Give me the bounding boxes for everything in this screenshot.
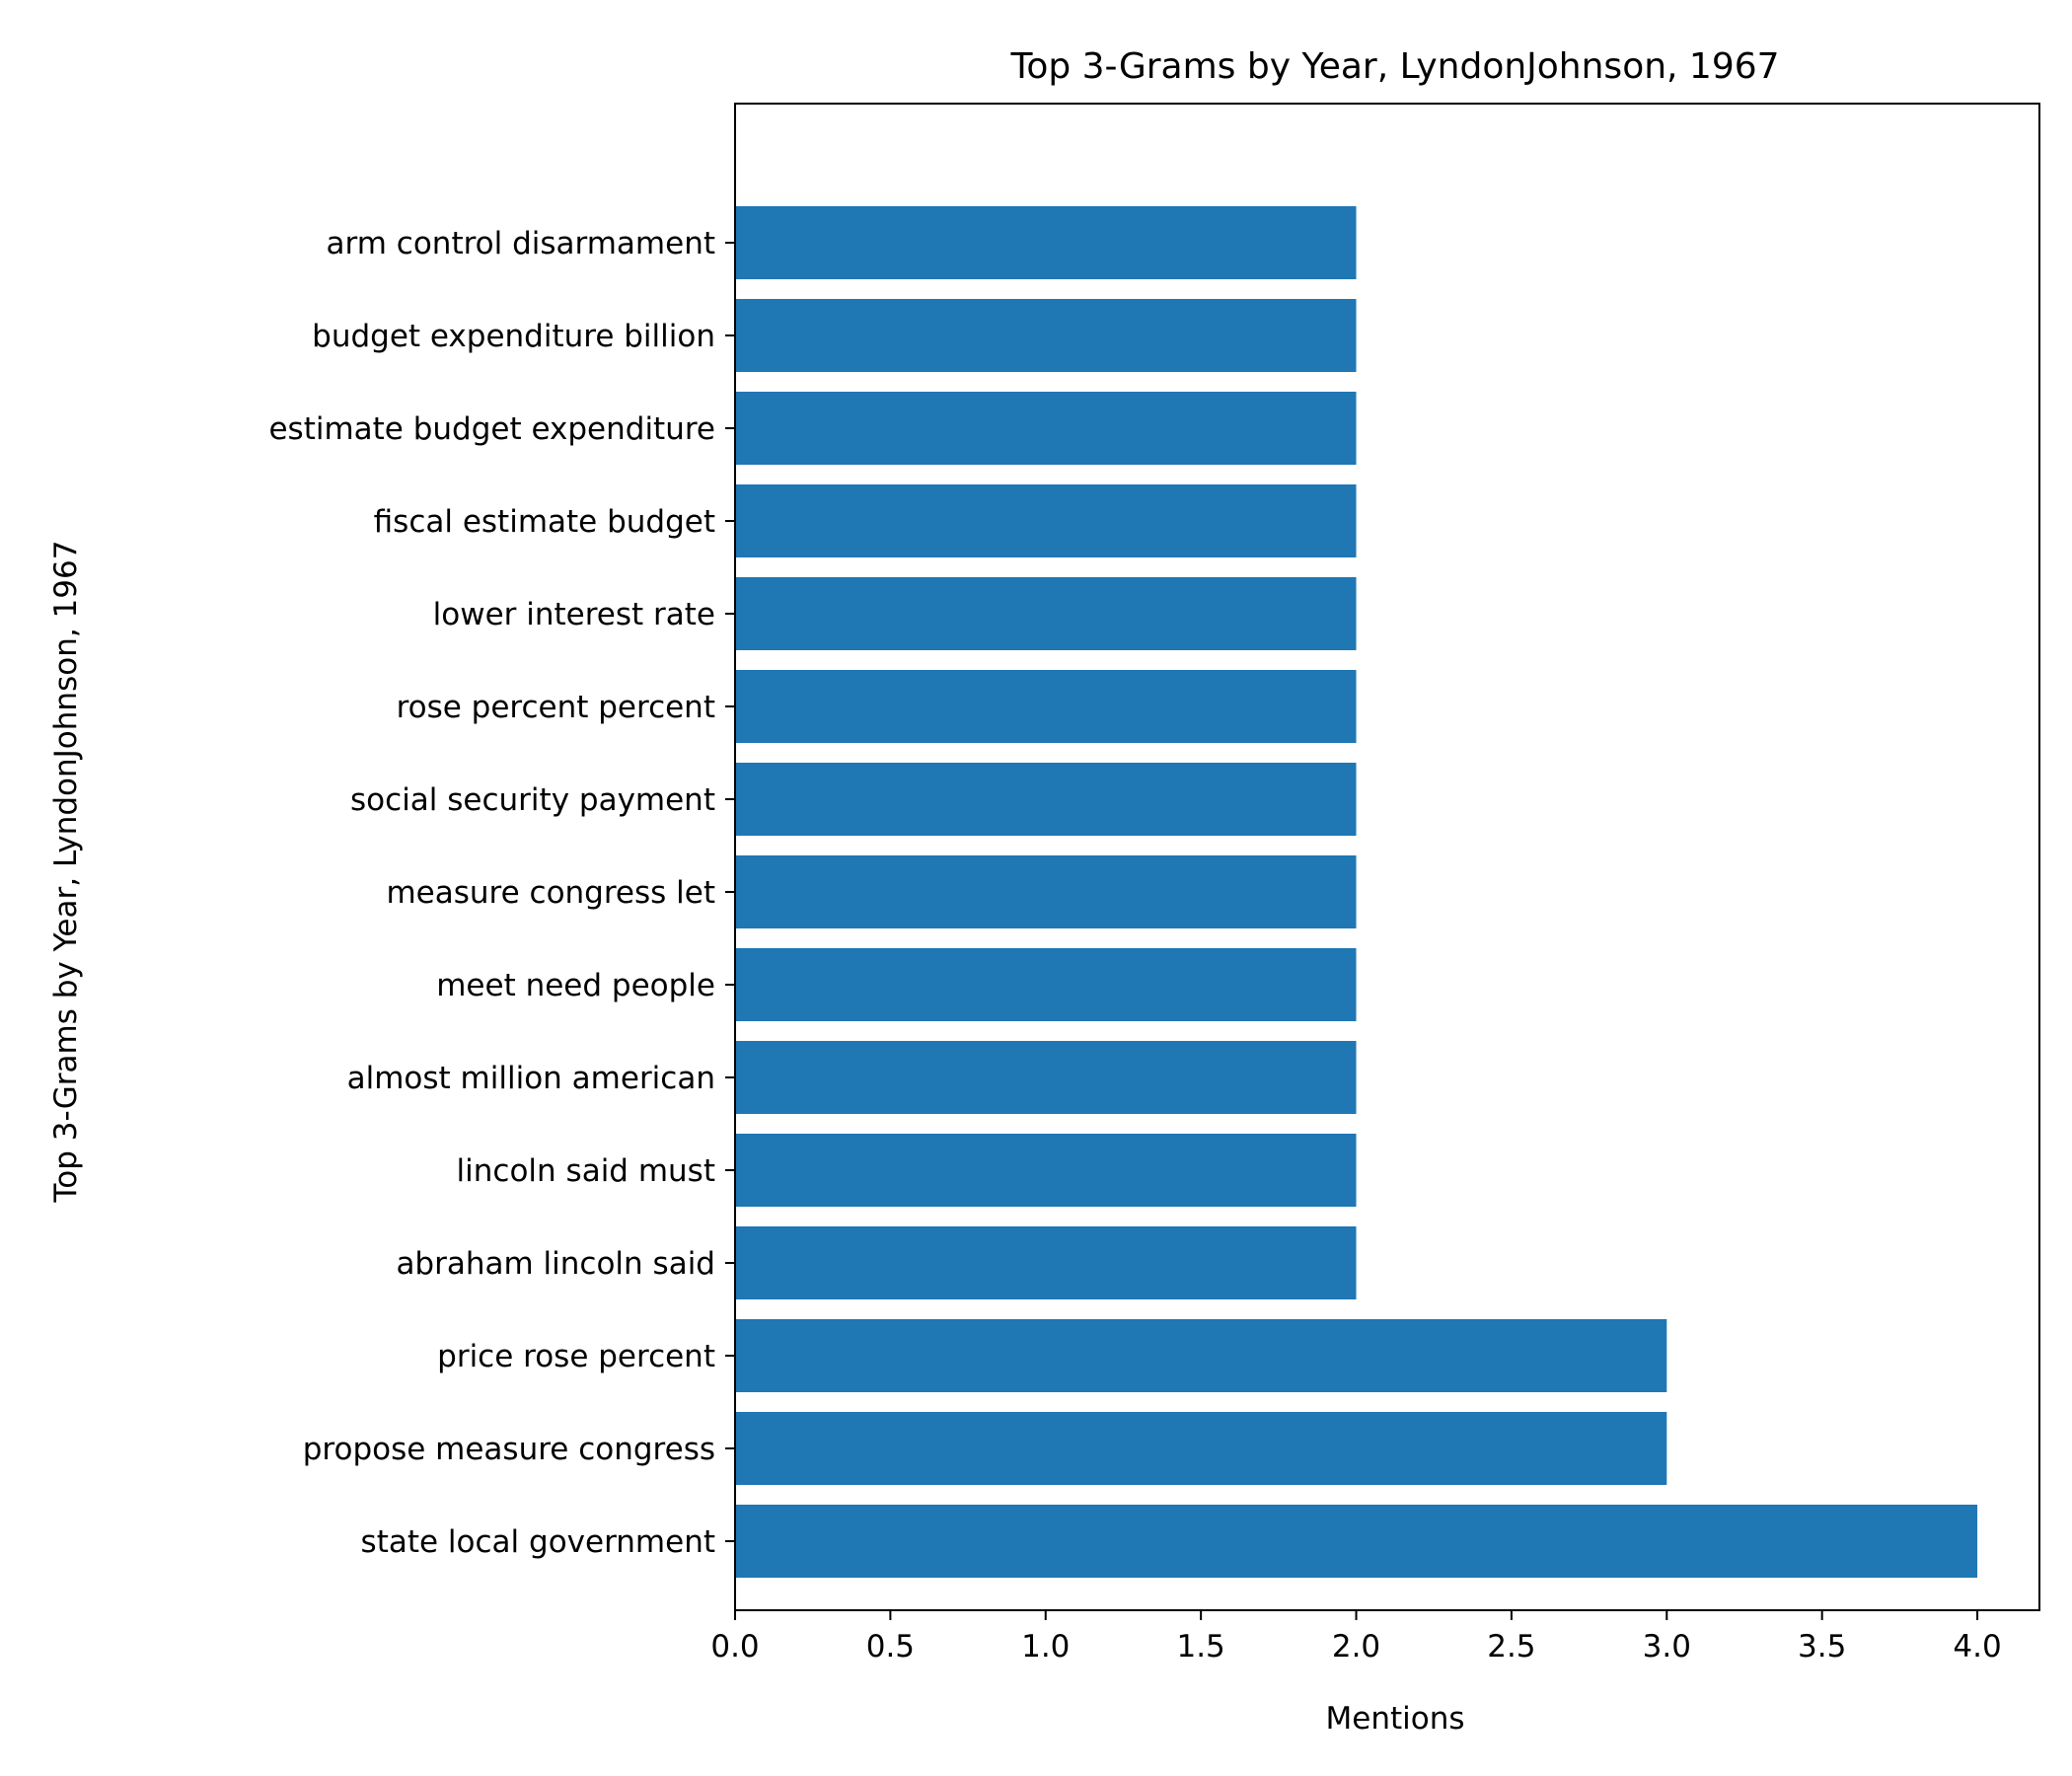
y-tick-label: meet need people: [436, 968, 715, 1003]
bar: [735, 206, 1357, 279]
x-tick-label: 3.0: [1643, 1629, 1691, 1665]
x-tick-label: 4.0: [1953, 1629, 2001, 1665]
chart-title: Top 3-Grams by Year, LyndonJohnson, 1967: [1009, 46, 1779, 87]
y-tick-label: state local government: [361, 1524, 715, 1560]
bar: [735, 948, 1357, 1021]
x-tick-label: 1.0: [1021, 1629, 1070, 1665]
y-tick-label: fiscal estimate budget: [374, 504, 715, 540]
y-axis-label: Top 3-Grams by Year, LyndonJohnson, 1967: [48, 541, 84, 1204]
bar: [735, 392, 1357, 465]
x-tick-label: 0.0: [710, 1629, 759, 1665]
bar: [735, 855, 1357, 928]
bar: [735, 1505, 1978, 1578]
bar: [735, 299, 1357, 372]
y-tick-label: arm control disarmament: [327, 226, 715, 261]
bar: [735, 1412, 1667, 1485]
y-tick-label: rose percent percent: [397, 690, 715, 725]
y-tick-label: measure congress let: [386, 875, 715, 911]
x-tick-label: 1.5: [1176, 1629, 1224, 1665]
x-tick-label: 2.0: [1332, 1629, 1380, 1665]
bar: [735, 1226, 1357, 1299]
y-tick-label: lower interest rate: [433, 597, 715, 632]
bars-group: [735, 206, 1978, 1578]
y-tick-label: estimate budget expenditure: [268, 411, 715, 447]
y-tick-label: budget expenditure billion: [312, 319, 715, 354]
bar: [735, 484, 1357, 557]
bar: [735, 1134, 1357, 1207]
bar: [735, 1319, 1667, 1392]
y-tick-label: price rose percent: [437, 1339, 715, 1374]
bar: [735, 577, 1357, 650]
plot-frame: [734, 103, 2040, 1611]
x-tick-label: 0.5: [866, 1629, 915, 1665]
bar: [735, 1041, 1357, 1114]
y-ticks-group: state local government propose measure co…: [268, 226, 735, 1560]
y-tick-label: propose measure congress: [303, 1432, 715, 1467]
x-tick-label: 3.5: [1798, 1629, 1846, 1665]
x-tick-label: 2.5: [1487, 1629, 1535, 1665]
y-tick-label: almost million american: [347, 1061, 715, 1096]
bar: [735, 670, 1357, 743]
y-tick-label: social security payment: [350, 782, 715, 818]
bar: [735, 763, 1357, 836]
y-tick-label: abraham lincoln said: [396, 1246, 715, 1282]
y-tick-label: lincoln said must: [457, 1153, 715, 1189]
x-ticks-group: 0.0 0.5 1.0 1.5 2.0 2.5 3.0 3.5 4.0: [710, 1610, 2002, 1665]
x-axis-label: Mentions: [1326, 1701, 1465, 1737]
